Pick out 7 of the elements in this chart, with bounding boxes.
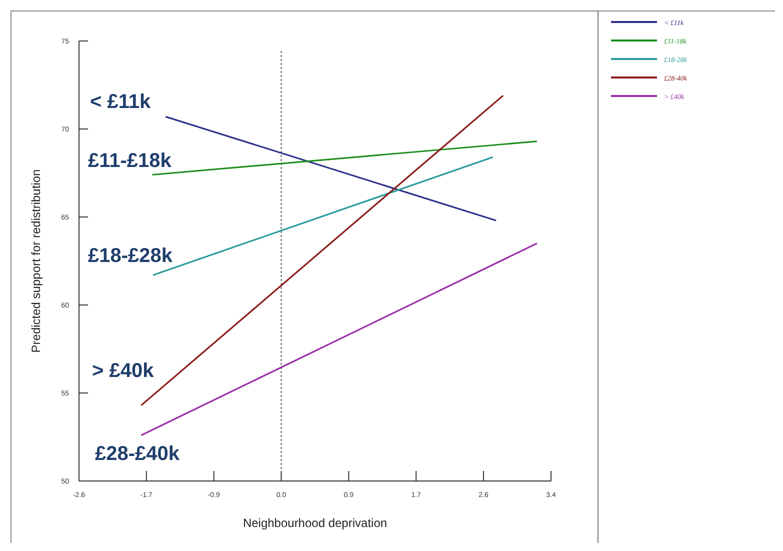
annotation: £18-£28k <box>88 245 174 267</box>
annotation: £28-£40k <box>95 443 180 465</box>
x-axis-title: Neighbourhood deprivation <box>242 516 388 530</box>
y-axis-title: Predicted support for redistribution <box>29 169 43 353</box>
annotation: £11-£18k <box>88 150 172 172</box>
annotation: > £40k <box>92 360 155 382</box>
annotation: < £11k <box>90 91 152 113</box>
